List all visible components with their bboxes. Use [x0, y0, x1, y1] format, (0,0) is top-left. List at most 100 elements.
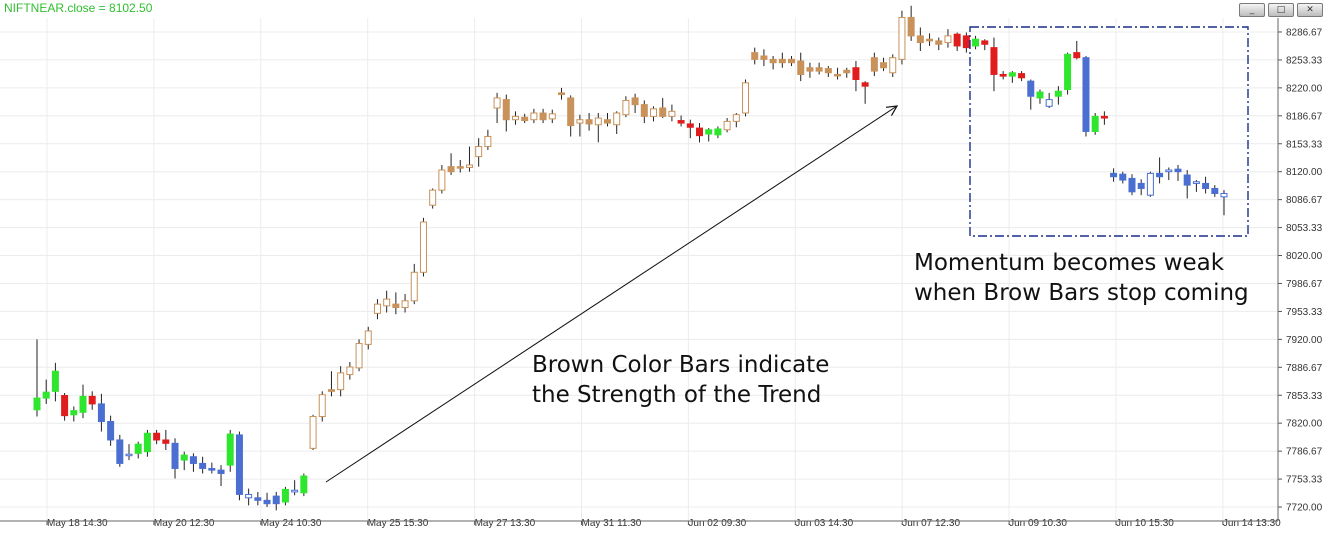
candle-body — [189, 456, 197, 464]
candle — [1054, 86, 1062, 105]
candle-body — [926, 38, 934, 42]
candle-body — [484, 135, 492, 148]
candle — [650, 106, 658, 122]
candle-body — [162, 439, 170, 444]
candle — [199, 456, 207, 474]
candle-body — [843, 69, 851, 74]
candle — [254, 491, 262, 506]
minimize-icon: _ — [1249, 4, 1255, 15]
candle — [235, 431, 243, 501]
candle — [585, 113, 593, 131]
candle — [889, 54, 897, 77]
y-tick-label: 8053.33 — [1286, 223, 1323, 234]
candle-body — [1036, 91, 1044, 99]
candle-body — [475, 146, 483, 158]
axes: 8286.67 8253.33 8220.00 8186.67 8153.33 8120.… — [0, 18, 1323, 529]
y-tick-label: 8086.67 — [1286, 195, 1323, 206]
candle — [659, 97, 667, 119]
candle-body — [42, 391, 50, 399]
candle — [1174, 164, 1182, 181]
candle-body — [226, 433, 234, 466]
candle-body — [705, 129, 713, 135]
candle — [861, 81, 869, 104]
trend-arrow — [325, 106, 897, 483]
candle-body — [1128, 177, 1136, 193]
candle-body — [70, 410, 78, 416]
x-tick-label: Jun 03 14:30 — [795, 518, 853, 529]
candle — [548, 109, 556, 124]
candle-body — [1202, 182, 1210, 189]
x-tick-label: May 24 10:30 — [261, 518, 322, 529]
candle-body — [1100, 115, 1108, 119]
candle-body — [640, 104, 648, 117]
candle-body — [907, 16, 915, 37]
candle — [1091, 113, 1099, 135]
momentum-line-2: when Brow Bars stop coming — [914, 280, 1249, 306]
candle-body — [511, 115, 519, 121]
candle — [493, 92, 501, 124]
candle — [79, 384, 87, 419]
candle — [751, 47, 759, 65]
candle-body — [1156, 172, 1164, 178]
candle-body — [981, 40, 989, 45]
candle — [42, 379, 50, 404]
window-controls: _ □ ✕ — [1239, 3, 1323, 17]
candle — [383, 290, 391, 313]
candle-body — [502, 99, 510, 121]
candle — [465, 146, 473, 172]
y-tick-label: 7986.67 — [1286, 279, 1323, 290]
y-tick-label: 8286.67 — [1286, 27, 1323, 38]
close-button[interactable]: ✕ — [1297, 3, 1323, 17]
candle — [926, 33, 934, 46]
x-tick-label: May 18 14:30 — [47, 518, 108, 529]
candle — [263, 492, 271, 508]
candle — [778, 52, 786, 68]
candle-body — [410, 271, 418, 302]
candle — [1211, 185, 1219, 197]
minimize-button[interactable]: _ — [1239, 3, 1265, 17]
x-tick-label: Jun 14 13:30 — [1223, 518, 1281, 529]
candle — [1192, 180, 1200, 192]
candle-body — [659, 107, 667, 117]
candle-body — [1045, 99, 1053, 107]
candle-body — [1211, 187, 1219, 194]
candle — [696, 123, 704, 143]
candle-body — [143, 432, 151, 453]
candle-body — [778, 58, 786, 64]
candle-body — [1220, 192, 1228, 198]
candle — [953, 32, 961, 51]
maximize-button[interactable]: □ — [1268, 3, 1294, 17]
chart-title: NIFTNEAR.close = 8102.50 — [4, 1, 153, 15]
candle-body — [916, 35, 924, 44]
candle-body — [999, 73, 1007, 77]
candle — [180, 451, 188, 471]
y-tick-label: 8220.00 — [1286, 83, 1323, 94]
candle — [291, 480, 299, 496]
candle — [1137, 179, 1145, 196]
y-tick-label: 8020.00 — [1286, 251, 1323, 262]
y-tick-label: 7720.00 — [1286, 503, 1323, 514]
grid — [0, 18, 1278, 521]
y-tick-label: 7786.67 — [1286, 447, 1323, 458]
candle — [475, 138, 483, 167]
candle — [622, 96, 630, 118]
candle-body — [650, 108, 658, 117]
candle — [484, 129, 492, 150]
candle-body — [530, 112, 538, 121]
candle — [226, 429, 234, 472]
brown-bars-line-1: Brown Color Bars indicate — [532, 352, 830, 378]
candle-body — [576, 119, 584, 124]
candle — [686, 119, 694, 139]
candle-body — [723, 120, 731, 131]
candle-body — [79, 395, 87, 413]
candle — [134, 441, 142, 459]
candle — [834, 67, 842, 80]
candle-body — [107, 421, 115, 441]
candle — [732, 113, 740, 128]
candle-body — [1008, 72, 1016, 77]
candle — [419, 217, 427, 277]
y-tick-label: 8153.33 — [1286, 139, 1323, 150]
candle-body — [254, 497, 262, 501]
candle-body — [97, 403, 105, 423]
candle-body — [438, 169, 446, 191]
